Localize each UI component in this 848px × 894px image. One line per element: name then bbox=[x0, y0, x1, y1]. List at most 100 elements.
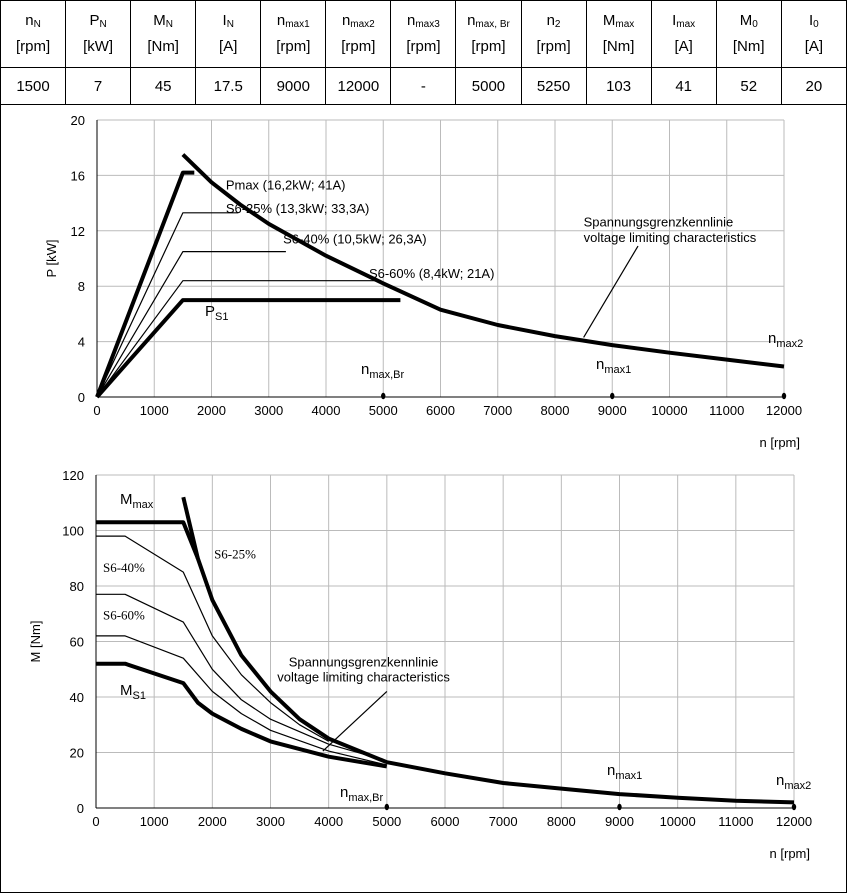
header-cell: nmax, Br [rpm] bbox=[455, 0, 522, 68]
header-symbol-main: I bbox=[672, 12, 677, 29]
y-axis-label: M [Nm] bbox=[28, 621, 43, 663]
torque-chart: 0 1000 2000 3000 4000 5000 6000 7000 8000 9000 100… bbox=[28, 468, 812, 861]
header-symbol-sub: N bbox=[226, 19, 234, 30]
series-line bbox=[96, 593, 387, 762]
header-symbol-main: M bbox=[153, 12, 166, 29]
x-tick-label: 9000 bbox=[605, 814, 634, 829]
header-symbol: nmax3 bbox=[391, 10, 455, 36]
header-symbol: nN bbox=[1, 10, 65, 36]
nmax2-label-sub: max2 bbox=[776, 338, 803, 350]
nmax1-label-main: n bbox=[607, 762, 615, 779]
header-cell: PN [kW] bbox=[65, 0, 132, 68]
annotation-label: Spannungsgrenzkennlinie bbox=[289, 654, 439, 669]
value-cell: 17.5 bbox=[195, 67, 262, 105]
nmax-br-label-main: n bbox=[340, 784, 348, 801]
nmax2-label-main: n bbox=[776, 772, 784, 789]
header-symbol-main: P bbox=[89, 12, 100, 29]
nmax2-label-main: n bbox=[768, 330, 776, 347]
annotation-label: Spannungsgrenzkennlinie bbox=[584, 215, 734, 230]
header-unit: [rpm] bbox=[341, 38, 376, 55]
nmax-br-label-sub: max,Br bbox=[348, 792, 383, 804]
header-symbol-sub: N bbox=[165, 19, 174, 30]
y-tick-label: 60 bbox=[70, 635, 84, 650]
value-cell: 9000 bbox=[260, 67, 327, 105]
x-tick-label: 10000 bbox=[660, 814, 696, 829]
x-tick-label: 5000 bbox=[369, 403, 398, 418]
header-symbol-sub: 2 bbox=[554, 19, 561, 30]
header-cell: nmax3 [rpm] bbox=[390, 0, 457, 68]
value-cell: 7 bbox=[65, 67, 132, 105]
x-axis-label: n [rpm] bbox=[760, 435, 800, 450]
x-tick-label: 1000 bbox=[140, 814, 169, 829]
nmax-br-label: nmax,Br bbox=[361, 361, 405, 381]
header-cell: I0 [A] bbox=[780, 0, 848, 68]
speed-marker bbox=[384, 803, 390, 811]
speed-marker bbox=[617, 803, 622, 811]
x-tick-label: 0 bbox=[93, 403, 100, 418]
ps1-label-main: P bbox=[205, 303, 215, 320]
annotation-label: S6-40% (10,5kW; 26,3A) bbox=[283, 231, 427, 246]
nmax1-label-sub: max1 bbox=[604, 364, 631, 376]
x-tick-label: 11000 bbox=[718, 814, 753, 829]
series-line bbox=[181, 153, 785, 369]
header-unit: [A] bbox=[674, 38, 693, 55]
header-symbol-main: M bbox=[739, 12, 753, 29]
header-symbol-sub: max3 bbox=[415, 19, 440, 30]
speed-marker bbox=[781, 392, 787, 400]
header-symbol: PN bbox=[66, 10, 130, 36]
header-unit: [A] bbox=[804, 38, 824, 55]
x-tick-label: 12000 bbox=[776, 814, 812, 829]
annotation-label: voltage limiting characteristics bbox=[277, 670, 450, 685]
x-tick-label: 0 bbox=[92, 814, 99, 829]
ps1-label: PS1 bbox=[205, 303, 228, 323]
leader-line bbox=[583, 245, 639, 338]
y-tick-label: 120 bbox=[62, 468, 84, 483]
leader-line bbox=[322, 691, 388, 752]
speed-marker bbox=[610, 392, 615, 400]
header-symbol-main: I bbox=[222, 12, 227, 29]
value-cell: 1500 bbox=[0, 67, 67, 105]
series-line bbox=[96, 280, 381, 398]
header-symbol-main: n bbox=[276, 12, 286, 29]
y-tick-label: 100 bbox=[62, 524, 84, 539]
annotation-label: Pmax (16,2kW; 41A) bbox=[226, 177, 346, 192]
header-symbol: M0 bbox=[717, 10, 781, 36]
header-symbol: I0 bbox=[782, 10, 846, 36]
annotation-label: S6-25% bbox=[214, 546, 256, 561]
x-tick-label: 6000 bbox=[426, 403, 455, 418]
header-symbol-sub: max bbox=[615, 19, 635, 30]
header-symbol-sub: max1 bbox=[285, 19, 310, 30]
header-symbol-main: M bbox=[602, 12, 616, 29]
header-unit: [rpm] bbox=[276, 38, 311, 55]
y-tick-label: 12 bbox=[71, 224, 85, 239]
header-cell: MN [Nm] bbox=[130, 0, 197, 68]
value-cell: - bbox=[390, 67, 457, 105]
y-axis-label: P [kW] bbox=[44, 239, 59, 277]
x-tick-label: 7000 bbox=[489, 814, 518, 829]
annotation-label: voltage limiting characteristics bbox=[584, 230, 757, 245]
header-symbol: nmax, Br bbox=[456, 10, 520, 36]
header-symbol: n2 bbox=[522, 10, 586, 36]
header-symbol: nmax2 bbox=[326, 10, 390, 36]
header-symbol-main: I bbox=[809, 12, 814, 29]
x-tick-label: 9000 bbox=[598, 403, 627, 418]
annotation-label: S6-40% bbox=[103, 560, 145, 575]
value-cell: 5000 bbox=[455, 67, 522, 105]
header-symbol-sub: max2 bbox=[350, 19, 375, 30]
series-line bbox=[95, 170, 195, 398]
header-symbol-sub: N bbox=[99, 19, 107, 30]
mmax-label-sub: max bbox=[133, 499, 154, 511]
header-symbol-sub: 0 bbox=[813, 19, 819, 30]
y-tick-label: 16 bbox=[71, 168, 85, 183]
value-cell: 5250 bbox=[520, 67, 587, 105]
y-tick-label: 4 bbox=[78, 335, 85, 350]
x-axis-label: n [rpm] bbox=[770, 846, 810, 861]
nmax1-label: nmax1 bbox=[596, 356, 631, 376]
header-symbol: Mmax bbox=[587, 10, 651, 36]
series-line bbox=[96, 251, 286, 398]
x-tick-label: 4000 bbox=[312, 403, 341, 418]
nmax1-label: nmax1 bbox=[607, 762, 642, 782]
nmax-br-label-main: n bbox=[361, 361, 369, 378]
series-line bbox=[96, 635, 387, 766]
value-cell: 20 bbox=[780, 67, 848, 105]
